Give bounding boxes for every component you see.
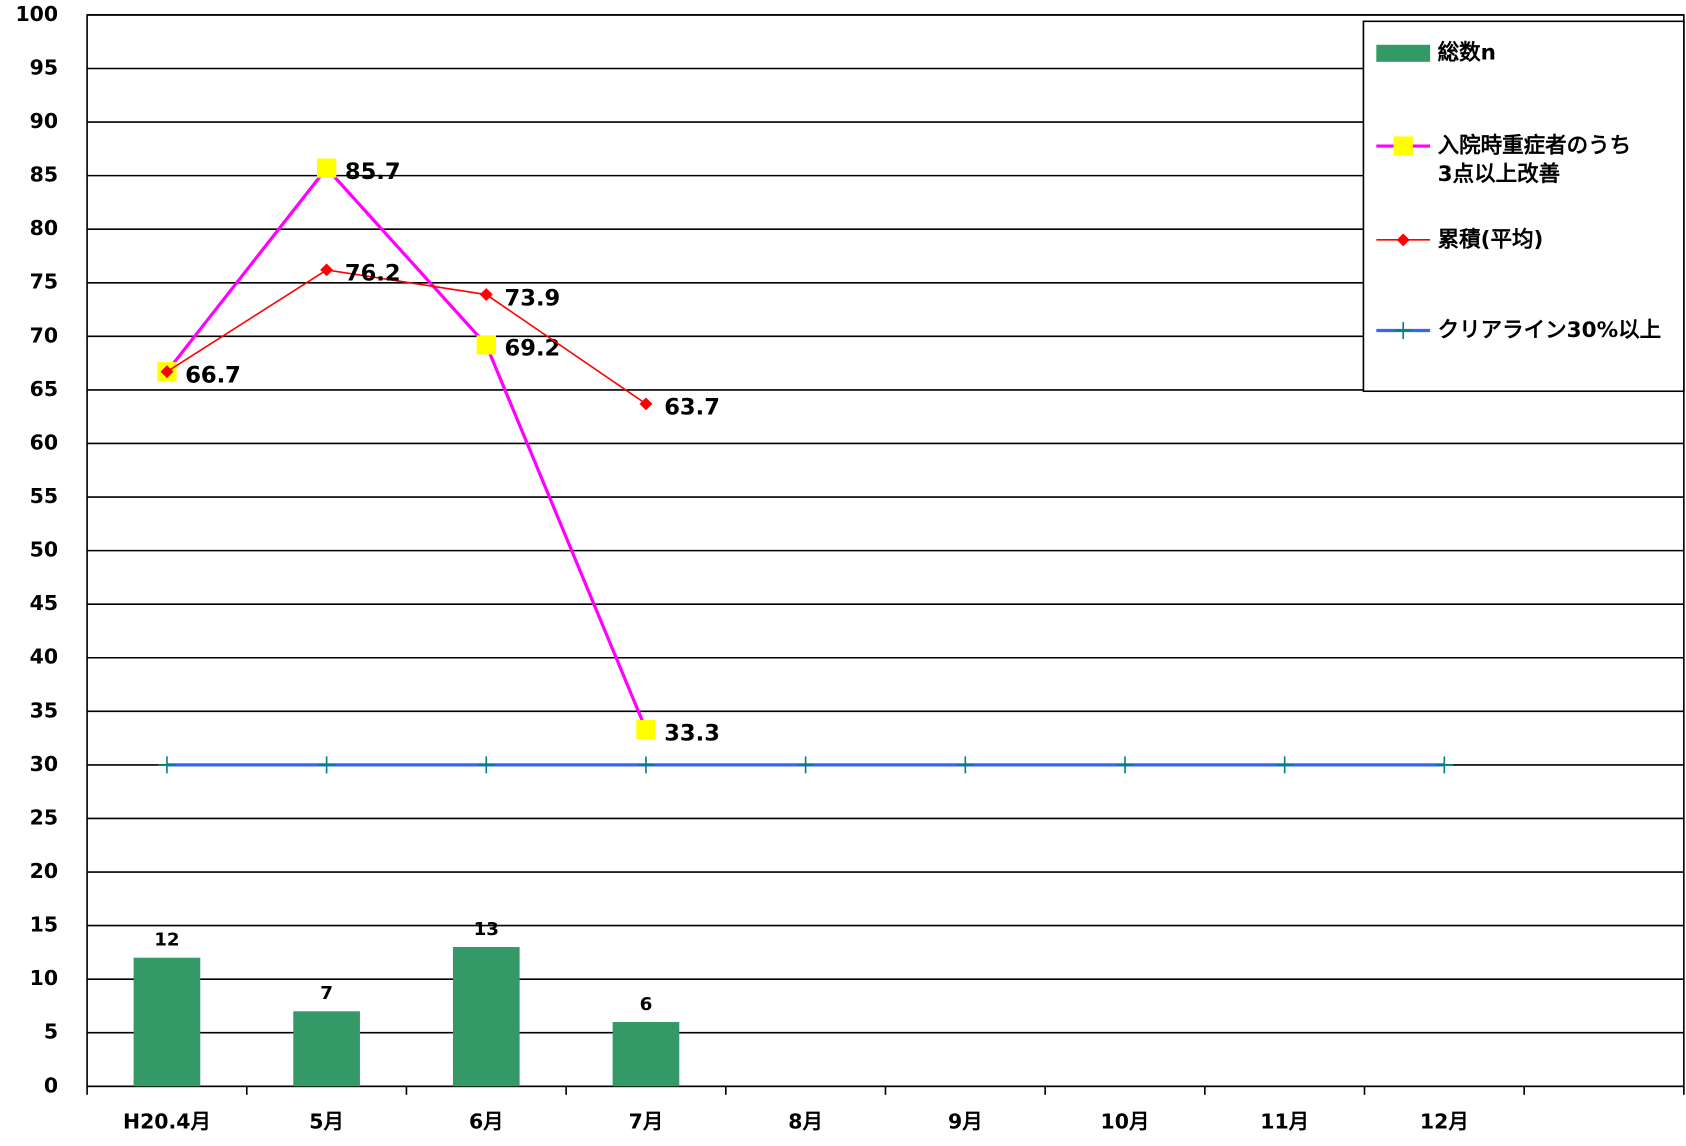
marker [476, 335, 496, 355]
y-tick-label: 65 [30, 377, 58, 401]
y-tick-label: 75 [30, 270, 58, 294]
data-label: 13 [474, 919, 499, 940]
y-tick-label: 85 [30, 163, 58, 187]
y-tick-label: 50 [30, 538, 58, 562]
marker [1276, 756, 1294, 774]
marker [477, 756, 495, 774]
legend-label: 累積(平均) [1437, 226, 1544, 252]
data-label: 66.7 [185, 363, 241, 389]
y-tick-label: 35 [30, 698, 58, 722]
marker [316, 158, 337, 178]
data-label: 69.2 [505, 336, 561, 362]
y-tick-label: 20 [30, 859, 58, 883]
x-tick-label: 10月 [1101, 1110, 1150, 1134]
marker [1394, 321, 1412, 340]
y-tick-label: 100 [15, 2, 58, 26]
legend-label-box: 累積(平均) [1437, 226, 1544, 252]
marker [160, 365, 174, 379]
x-tick-label: 7月 [629, 1110, 664, 1134]
data-label: 73.9 [505, 285, 561, 311]
bar [133, 957, 201, 1087]
y-tick-label: 5 [44, 1020, 58, 1044]
x-tick-label: 5月 [309, 1110, 344, 1134]
marker [1116, 756, 1134, 774]
x-tick-label: 6月 [469, 1110, 504, 1134]
marker [320, 263, 334, 277]
legend-label: クリアライン30%以上 [1437, 316, 1662, 343]
y-tick-label: 55 [30, 484, 58, 508]
legend-swatch [1376, 44, 1431, 62]
bar [293, 1011, 360, 1087]
legend-entry: クリアライン30%以上 [1376, 316, 1662, 343]
marker [636, 719, 656, 740]
y-tick-label: 25 [30, 806, 58, 830]
marker [637, 756, 655, 774]
marker [639, 397, 653, 411]
x-tick-label: 8月 [788, 1110, 823, 1134]
marker [1435, 756, 1453, 774]
line [165, 165, 648, 731]
legend-label-box: 入院時重症者のうち 3点以上改善 [1437, 132, 1632, 187]
legend-label-box: クリアライン30%以上 [1437, 316, 1662, 343]
y-tick-label: 15 [30, 913, 58, 937]
x-tick-label: 11月 [1260, 1110, 1309, 1134]
y-tick-label: 60 [30, 431, 58, 455]
data-label: 76.2 [345, 261, 401, 287]
x-tick-label: 12月 [1420, 1110, 1469, 1134]
legend-entry: 総数n [1376, 39, 1496, 66]
line [166, 269, 647, 405]
y-tick-label: 90 [30, 109, 58, 133]
y-tick-label: 95 [30, 56, 58, 80]
legend-label: 入院時重症者のうち 3点以上改善 [1437, 132, 1632, 187]
data-label: 33.3 [664, 720, 720, 746]
data-label: 85.7 [345, 159, 401, 185]
data-label: 6 [640, 994, 653, 1015]
data-label: 12 [154, 930, 179, 951]
x-tick-label: H20.4月 [123, 1110, 211, 1134]
y-tick-label: 80 [30, 216, 58, 240]
marker [1396, 233, 1410, 247]
marker [318, 756, 336, 774]
y-tick-label: 30 [30, 752, 58, 776]
bar [452, 947, 520, 1087]
legend-entry: 累積(平均) [1376, 226, 1544, 252]
data-label: 63.7 [664, 395, 720, 421]
x-tick-label: 9月 [948, 1110, 983, 1134]
y-tick-label: 70 [30, 323, 58, 347]
legend-label-box: 総数n [1437, 39, 1496, 66]
marker [479, 288, 493, 301]
y-tick-label: 10 [30, 966, 58, 990]
marker [956, 756, 974, 774]
bar [612, 1022, 680, 1087]
marker [797, 756, 815, 774]
marker [1393, 136, 1413, 156]
legend-entry: 入院時重症者のうち 3点以上改善 [1376, 132, 1632, 187]
data-label: 7 [320, 983, 333, 1004]
marker [158, 756, 176, 774]
y-tick-label: 45 [30, 591, 58, 615]
legend-label: 総数n [1437, 39, 1496, 66]
y-tick-label: 0 [44, 1073, 58, 1097]
data-label: 66.7 [185, 363, 241, 389]
y-tick-label: 40 [30, 645, 58, 669]
